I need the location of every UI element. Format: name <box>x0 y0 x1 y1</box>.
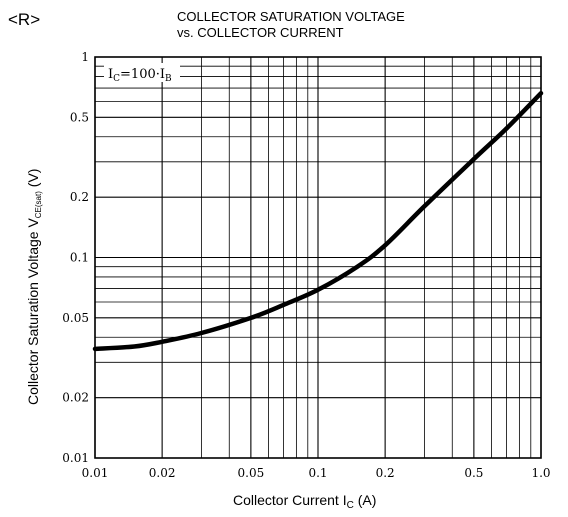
y-tick-label: 1 <box>81 50 89 64</box>
page-mark: <R> <box>8 10 40 29</box>
y-tick-label: 0.01 <box>62 451 89 465</box>
y-tick-label: 0.2 <box>70 190 89 204</box>
condition-text: IC=100·IB <box>108 67 172 84</box>
y-tick-label: 0.1 <box>70 251 89 265</box>
x-axis-label-main: Collector Current I <box>233 492 347 508</box>
x-tick-label: 0.5 <box>464 466 483 480</box>
y-tick-label: 0.05 <box>62 311 89 325</box>
plot-frame <box>94 56 542 459</box>
x-axis-label: Collector Current IC (A) <box>233 492 376 511</box>
x-tick-label: 0.2 <box>376 466 395 480</box>
condition-sub1: C <box>113 74 120 84</box>
chart-title-line2: vs. COLLECTOR CURRENT <box>177 25 344 40</box>
x-tick-label: 0.05 <box>238 466 265 480</box>
y-tick-label: 0.02 <box>62 391 89 405</box>
x-tick-label: 0.01 <box>82 466 109 480</box>
tick-labels: 0.01 0.02 0.05 0.1 0.2 0.5 1.0 0.01 0.02 0.05 0.1 0… <box>62 50 550 480</box>
y-axis-label-main: Collector Saturation Voltage V <box>25 218 41 405</box>
condition-label-bg <box>104 63 180 82</box>
y-axis-label: Collector Saturation Voltage VCE(sat) (V… <box>25 169 43 405</box>
x-tick-label: 1.0 <box>531 466 550 480</box>
y-tick-label: 0.5 <box>70 110 89 124</box>
x-tick-label: 0.1 <box>308 466 327 480</box>
series-0-line <box>92 90 544 352</box>
condition-mid: =100·I <box>120 67 165 82</box>
x-tick-label: 0.02 <box>149 466 176 480</box>
condition-main: I <box>108 67 113 82</box>
condition-label: IC=100·IB <box>104 63 180 84</box>
x-axis-label-unit: (A) <box>354 492 377 508</box>
series-layer <box>92 90 544 352</box>
grid <box>94 56 542 459</box>
y-axis-label-unit: (V) <box>25 169 41 192</box>
x-axis-label-sub: C <box>347 500 354 511</box>
y-axis-label-sub: CE(sat) <box>34 191 43 218</box>
condition-sub2: B <box>165 74 172 84</box>
chart-title-line1: COLLECTOR SATURATION VOLTAGE <box>177 9 405 24</box>
